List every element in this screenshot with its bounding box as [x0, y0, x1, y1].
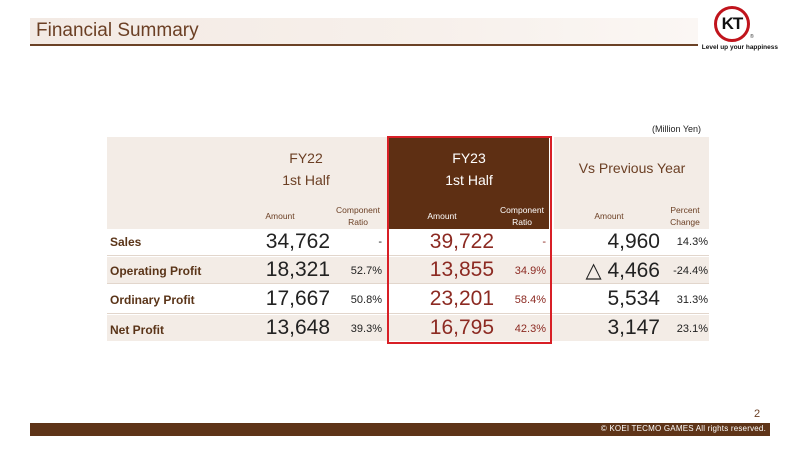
fy23-highlight-frame	[387, 136, 552, 344]
fy22-amount: 34,762	[265, 230, 330, 253]
header-bg-fy23	[389, 138, 549, 229]
fy23-ratio: 42.3%	[514, 323, 546, 335]
fy23-header: FY23 1st Half	[389, 147, 549, 191]
vs-amount-label: Amount	[594, 211, 624, 221]
title-underline	[30, 44, 698, 46]
vs-change: 14.3%	[676, 236, 708, 248]
row-bg-ordinary	[107, 286, 709, 312]
vs-change-label-1: Percent	[670, 205, 700, 215]
logo-mark: KT	[721, 14, 744, 33]
fy23-amount: 13,855	[429, 258, 494, 281]
company-logo: KT ® Level up your happiness	[702, 6, 778, 54]
fy23-amount: 16,795	[429, 316, 494, 339]
fy23-ratio-label-2: Ratio	[512, 217, 532, 227]
vs-change: 23.1%	[676, 323, 708, 335]
vs-header: Vs Previous Year	[578, 160, 686, 176]
fy23-ratio: -	[542, 236, 546, 248]
fy22-amount-label: Amount	[265, 211, 295, 221]
copyright-text: © KOEI TECMO GAMES All rights reserved.	[600, 424, 766, 433]
fy22-ratio-label-1: Component	[336, 205, 380, 215]
fy22-header-line1: FY22	[289, 150, 323, 166]
row-divider	[107, 313, 709, 314]
vs-amount: △ 4,466	[585, 259, 660, 282]
unit-note: (Million Yen)	[652, 124, 702, 134]
row-label: Ordinary Profit	[110, 293, 195, 307]
fy22-ratio-label-2: Ratio	[348, 217, 368, 227]
vs-change: 31.3%	[676, 294, 708, 306]
fy22-header-line2: 1st Half	[282, 172, 330, 188]
fy23-ratio: 58.4%	[514, 294, 546, 306]
vs-change-label: Percent Change	[660, 204, 710, 228]
row-label: Operating Profit	[110, 264, 202, 278]
row-label: Sales	[110, 235, 142, 249]
fy22-ratio: 52.7%	[350, 265, 382, 277]
fy22-ratio-label: Component Ratio	[330, 204, 386, 228]
vs-amount: 4,960	[607, 230, 660, 253]
fy23-amount: 39,722	[429, 230, 494, 253]
vs-change: -24.4%	[673, 265, 708, 277]
fy22-amount: 18,321	[265, 258, 330, 281]
fy23-amount: 23,201	[429, 287, 494, 310]
row-divider	[107, 283, 709, 284]
footer-bar: © KOEI TECMO GAMES All rights reserved.	[30, 423, 770, 436]
row-bg-net	[107, 315, 709, 341]
logo-registered-mark: ®	[750, 34, 754, 40]
fy22-amount: 17,667	[265, 287, 330, 310]
fy22-amount: 13,648	[265, 316, 330, 339]
vs-change-label-2: Change	[670, 217, 700, 227]
fy22-ratio: -	[378, 236, 382, 248]
row-divider	[107, 255, 709, 256]
fy23-ratio-label: Component Ratio	[494, 204, 550, 228]
page-number: 2	[754, 408, 761, 420]
vs-amount: 5,534	[607, 287, 660, 310]
fy23-amount-label: Amount	[427, 211, 457, 221]
logo-tagline: Level up your happiness	[701, 44, 778, 51]
title-bar: Financial Summary	[30, 18, 698, 44]
header-bg-left	[107, 137, 387, 229]
page-title: Financial Summary	[36, 20, 199, 41]
fy23-ratio: 34.9%	[514, 265, 546, 277]
logo-badge-icon: KT	[714, 6, 750, 42]
fy23-header-line1: FY23	[452, 150, 486, 166]
fy22-header: FY22 1st Half	[226, 147, 386, 191]
row-bg-operating	[107, 257, 709, 283]
row-bg-sales	[107, 229, 709, 255]
header-bg-vs	[554, 137, 709, 229]
fy23-ratio-label-1: Component	[500, 205, 544, 215]
fy22-ratio: 50.8%	[350, 294, 382, 306]
fy23-header-line2: 1st Half	[445, 172, 493, 188]
vs-amount: 3,147	[607, 316, 660, 339]
row-label: Net Profit	[110, 323, 164, 337]
fy22-ratio: 39.3%	[350, 323, 382, 335]
